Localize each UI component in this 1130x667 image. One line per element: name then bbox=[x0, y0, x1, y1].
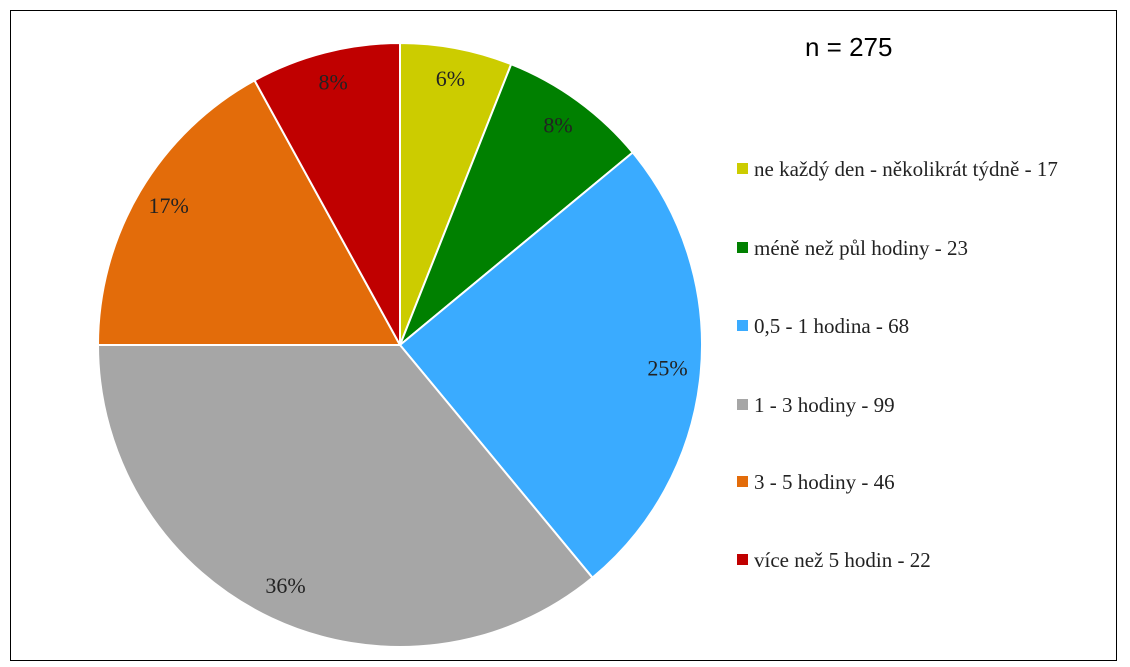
pie-slice bbox=[253, 41, 401, 346]
legend-swatch bbox=[737, 320, 748, 331]
legend-swatch bbox=[737, 399, 748, 410]
chart-frame bbox=[10, 10, 1117, 661]
legend-label: 3 - 5 hodiny - 46 bbox=[754, 470, 895, 494]
annotation: n = 275 bbox=[805, 32, 893, 62]
data-label: 8% bbox=[543, 113, 572, 138]
data-label: 17% bbox=[148, 193, 188, 218]
pie-slice bbox=[96, 344, 594, 648]
legend-label: méně než půl hodiny - 23 bbox=[754, 236, 969, 260]
data-label: 6% bbox=[436, 66, 465, 91]
legend-item: 1 - 3 hodiny - 99 bbox=[735, 391, 1065, 419]
legend-item: více než 5 hodin - 22 bbox=[735, 546, 1065, 574]
legend-swatch bbox=[737, 476, 748, 487]
pie-slice bbox=[398, 151, 703, 580]
legend-label: ne každý den - několikrát týdně - 17 bbox=[754, 157, 1058, 181]
pie-slice bbox=[399, 62, 635, 346]
pie-slice bbox=[96, 78, 402, 346]
legend-label: 1 - 3 hodiny - 99 bbox=[754, 393, 895, 417]
legend-swatch bbox=[737, 242, 748, 253]
legend-item: méně než půl hodiny - 23 bbox=[735, 234, 1065, 262]
legend-swatch bbox=[737, 554, 748, 565]
legend-item: 0,5 - 1 hodina - 68 bbox=[735, 312, 1065, 340]
legend-item: 3 - 5 hodiny - 46 bbox=[735, 468, 1065, 496]
data-label: 8% bbox=[318, 70, 347, 95]
legend-swatch bbox=[737, 163, 748, 174]
legend-item: ne každý den - několikrát týdně - 17 bbox=[735, 155, 1065, 183]
legend-label: 0,5 - 1 hodina - 68 bbox=[754, 314, 910, 338]
legend-label: více než 5 hodin - 22 bbox=[754, 548, 931, 572]
data-label: 36% bbox=[265, 573, 305, 598]
data-label: 25% bbox=[647, 355, 687, 380]
